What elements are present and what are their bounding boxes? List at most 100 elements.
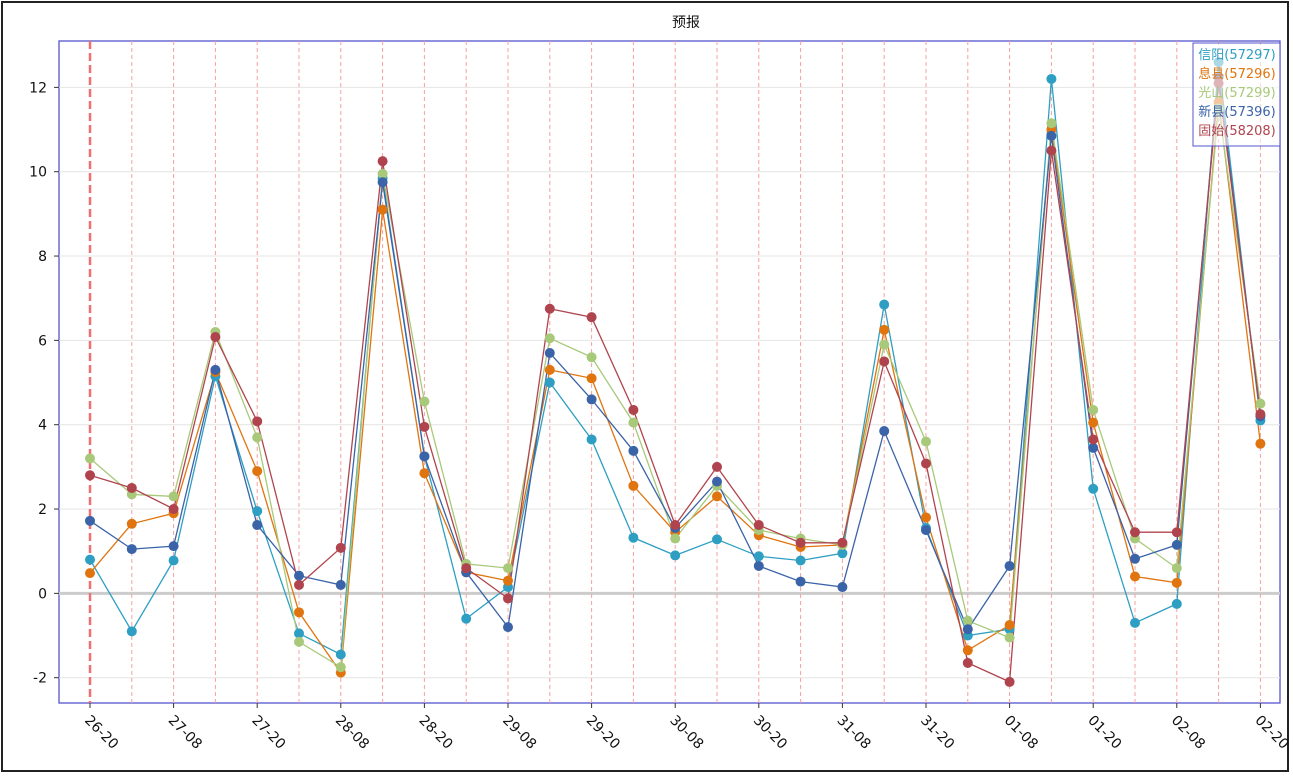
data-point: [544, 364, 555, 375]
x-tick-label: 30-20: [750, 713, 790, 753]
data-point: [628, 480, 639, 491]
data-point: [294, 570, 304, 581]
x-tick-label: 02-20: [1252, 713, 1292, 753]
data-point: [335, 542, 346, 553]
data-point: [628, 532, 639, 543]
data-point: [837, 537, 848, 548]
data-point: [586, 394, 597, 405]
x-tick-label: 31-08: [834, 713, 874, 753]
data-point: [85, 554, 95, 565]
data-point: [419, 451, 430, 462]
data-point: [168, 541, 179, 552]
data-point: [628, 404, 639, 415]
data-point: [210, 332, 221, 343]
legend-entry: 光山(57299): [1198, 86, 1276, 101]
y-tick-label: 0: [38, 586, 47, 602]
data-point: [252, 520, 263, 531]
data-point: [712, 461, 722, 472]
y-tick-label: 2: [38, 502, 47, 518]
data-point: [1004, 619, 1015, 630]
legend-entry: 新县(57396): [1198, 104, 1276, 120]
x-tick-label: 28-20: [416, 713, 456, 753]
data-point: [1130, 527, 1140, 538]
data-point: [795, 555, 806, 566]
data-point: [1255, 438, 1266, 449]
data-point: [419, 468, 430, 479]
data-point: [419, 421, 430, 432]
data-point: [921, 436, 931, 447]
data-point: [921, 512, 931, 523]
data-point: [670, 520, 681, 531]
x-tick-label: 31-20: [917, 713, 957, 753]
data-point: [1088, 483, 1099, 494]
data-point: [879, 356, 890, 367]
data-point: [461, 563, 472, 574]
data-point: [628, 445, 639, 456]
x-tick-label: 30-08: [666, 713, 706, 753]
data-point: [879, 299, 890, 310]
data-point: [1046, 145, 1057, 156]
data-point: [1171, 598, 1182, 609]
data-point: [837, 582, 848, 593]
data-point: [795, 576, 806, 587]
x-tick-label: 29-20: [583, 713, 623, 753]
data-point: [586, 352, 597, 363]
data-point: [1046, 118, 1057, 129]
data-point: [879, 324, 890, 335]
data-point: [168, 491, 179, 502]
data-point: [753, 520, 764, 531]
y-tick-label: 12: [29, 80, 47, 96]
x-tick-label: 28-08: [332, 713, 372, 753]
data-point: [126, 518, 137, 529]
data-point: [962, 657, 973, 668]
x-tick-label: 27-08: [165, 713, 205, 753]
data-point: [503, 563, 513, 574]
y-tick-label: 6: [38, 333, 47, 349]
data-point: [544, 333, 555, 344]
data-point: [294, 607, 304, 618]
data-point: [921, 458, 931, 469]
data-point: [921, 525, 931, 536]
y-tick-label: 10: [29, 165, 47, 181]
data-point: [377, 204, 388, 215]
legend-box: [1192, 42, 1281, 147]
plot-area-border: [58, 40, 1281, 704]
data-point: [1046, 130, 1057, 141]
data-point: [586, 373, 597, 384]
data-point: [879, 339, 890, 350]
data-point: [85, 568, 95, 579]
data-point: [126, 626, 137, 637]
data-point: [461, 613, 472, 624]
data-point: [1171, 527, 1182, 538]
legend-entry: 固始(58208): [1198, 124, 1276, 139]
data-point: [419, 396, 430, 407]
data-point: [168, 555, 179, 566]
legend: 信阳(57297) 息县(57296) 光山(57299) 新县(57396) 固始(5…: [1192, 42, 1281, 147]
data-point: [712, 534, 722, 545]
y-tick-label: 4: [38, 418, 47, 434]
data-point: [252, 466, 263, 477]
data-point: [586, 434, 597, 445]
data-point: [1171, 577, 1182, 588]
data-point: [586, 312, 597, 323]
x-axis: 26-20 27-08 27-20 28-08 28-20 29-08 29-20 30-08…: [81, 703, 1292, 753]
time-markers: [88, 41, 1261, 703]
data-point: [670, 533, 681, 544]
legend-entry: 息县(57296): [1198, 66, 1276, 82]
x-tick-label: 27-20: [248, 713, 288, 753]
data-point: [712, 476, 722, 487]
data-point: [1255, 409, 1266, 420]
data-point: [377, 177, 388, 188]
data-point: [335, 579, 346, 590]
data-point: [1088, 434, 1099, 445]
data-point: [503, 593, 513, 604]
y-tick-label: 8: [38, 249, 47, 265]
data-point: [753, 560, 764, 571]
data-point: [962, 645, 973, 656]
x-tick-label: 26-20: [81, 713, 121, 753]
data-point: [294, 628, 304, 639]
data-point: [670, 550, 681, 561]
x-tick-label: 01-20: [1084, 713, 1124, 753]
data-point: [1130, 617, 1140, 628]
